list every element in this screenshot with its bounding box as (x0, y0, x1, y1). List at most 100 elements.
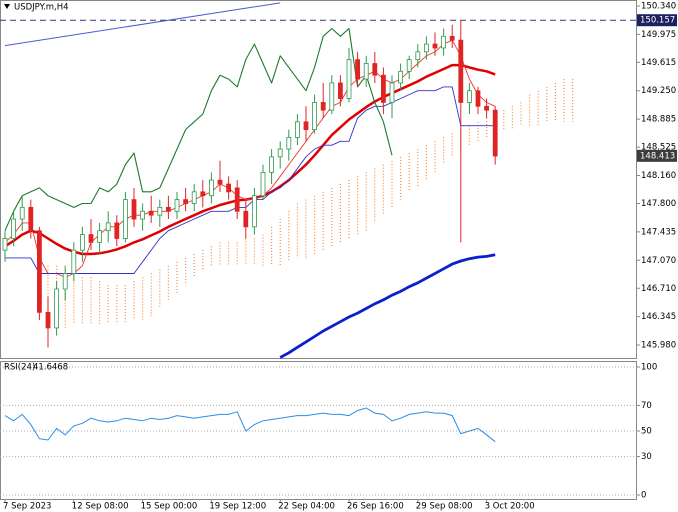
candle-body (234, 187, 240, 212)
y-tick-label: 148.160 (641, 171, 676, 181)
candle-body (80, 234, 85, 251)
candle-body (449, 35, 455, 41)
candle-body (294, 121, 300, 138)
candle-body (346, 59, 352, 99)
last-price-label: 148.413 (640, 151, 675, 161)
candle-body (165, 206, 171, 212)
candle-body (475, 90, 481, 107)
candle-body (243, 210, 249, 228)
main-panel-frame (0, 0, 637, 359)
x-tick-label: 19 Sep 12:00 (209, 502, 266, 512)
candle-body (174, 199, 180, 212)
candle-body (363, 63, 369, 80)
candle-body (2, 238, 8, 251)
candle-body (11, 218, 17, 239)
y-tick-label: 50 (641, 427, 652, 437)
rsi-panel: 100 70 50 30 0 (0, 362, 657, 501)
candle-body (466, 90, 472, 103)
candle-body (114, 222, 120, 239)
candle-body (372, 63, 378, 76)
candle-body (484, 105, 490, 111)
candle-body (277, 148, 283, 158)
y-tick-label: 150.340 (641, 1, 676, 11)
candle-body (423, 43, 429, 53)
candle-body (157, 206, 163, 216)
candle-body (54, 288, 59, 329)
candle-body (260, 171, 266, 197)
candle-body (398, 70, 404, 84)
y-tick-label: 100 (641, 362, 657, 372)
level-price-box (637, 14, 677, 27)
y-tick-label: 0 (641, 491, 646, 501)
x-tick-label: 3 Oct 20:00 (485, 502, 535, 512)
candle-body (28, 206, 34, 232)
candle-body (286, 136, 292, 150)
candle-body (415, 51, 421, 61)
indicator-line (279, 253, 496, 359)
candle-body (337, 82, 343, 99)
candle-body (140, 210, 146, 220)
candle-body (406, 59, 412, 72)
y-tick-label: 145.980 (641, 341, 676, 351)
candle-body (217, 179, 223, 185)
candle-body (432, 43, 438, 49)
rsi-last-value: 41.6468 (33, 363, 68, 373)
candle-body (492, 109, 498, 157)
x-tick-label: 15 Sep 00:00 (141, 502, 198, 512)
title-arrow (4, 4, 10, 9)
last-price-box (637, 149, 677, 162)
y-tick-label: 147.800 (641, 199, 676, 209)
candle-body (320, 102, 326, 111)
x-tick-label: 26 Sep 16:00 (347, 502, 404, 512)
candle-body (71, 249, 77, 274)
rsi-title: RSI(24) (4, 363, 35, 373)
indicator-line (4, 39, 496, 278)
y-tick-label: 30 (641, 452, 652, 462)
chart-title: USDJPY.m,H4 (14, 3, 69, 13)
candle-body (380, 74, 386, 103)
candle-body (312, 102, 318, 131)
y-tick-label: 148.525 (641, 143, 676, 153)
candle-body (269, 156, 275, 173)
y-tick-label: 146.345 (641, 312, 676, 322)
candle-body (303, 121, 309, 131)
x-tick-label: 29 Sep 08:00 (416, 502, 473, 512)
candle-body (62, 273, 68, 290)
y-tick-label: 147.435 (641, 227, 676, 237)
candle-body (123, 199, 128, 239)
candle-body (191, 191, 197, 204)
candle-body (97, 230, 102, 243)
trendline (4, 2, 281, 47)
y-tick-label: 146.710 (641, 284, 676, 294)
candle-body (355, 59, 361, 80)
candle-body (105, 222, 111, 232)
candle-body (208, 179, 214, 197)
level-price-label: 150.157 (640, 16, 675, 26)
candle-body (131, 199, 137, 220)
indicator-line (4, 27, 393, 231)
y-tick-label: 149.975 (641, 30, 676, 40)
candle-body (441, 35, 447, 49)
candle-body (251, 195, 257, 228)
candle-body (329, 82, 335, 111)
indicator-line (5, 86, 496, 274)
x-tick-label: 22 Sep 04:00 (278, 502, 335, 512)
candle-body (88, 234, 94, 243)
y-tick-label: 148.885 (641, 115, 676, 125)
candle-body (19, 206, 25, 220)
x-tick-label: 12 Sep 08:00 (72, 502, 129, 512)
candle-body (226, 183, 232, 193)
candle-body (389, 82, 395, 103)
candle-body (200, 191, 206, 197)
candle-body (458, 39, 464, 103)
candle-body (148, 210, 154, 216)
candle-body (45, 311, 51, 329)
candle-body (37, 230, 42, 313)
y-tick-label: 149.250 (641, 86, 676, 96)
x-tick-label: 7 Sep 2023 (3, 502, 51, 512)
y-tick-label: 70 (641, 401, 652, 411)
y-tick-label: 147.070 (641, 256, 676, 266)
rsi-line (4, 407, 496, 443)
